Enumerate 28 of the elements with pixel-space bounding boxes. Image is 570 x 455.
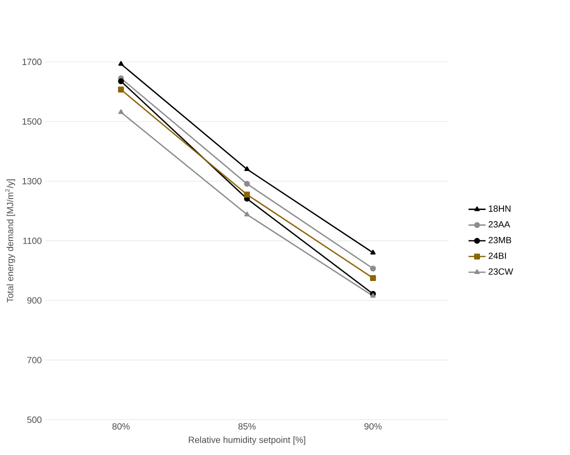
point xyxy=(244,166,250,171)
y-tick-label: 1300 xyxy=(22,178,42,184)
y-tick-label: 1100 xyxy=(23,238,42,244)
point xyxy=(370,266,376,272)
x-axis-title: Relative humidity setpoint [%] xyxy=(188,436,306,445)
legend-label: 18HN xyxy=(488,205,510,212)
legend-label: 23MB xyxy=(488,236,512,244)
legend-label: 23CW xyxy=(488,268,514,275)
x-tick-label: 80% xyxy=(112,423,130,430)
point xyxy=(118,78,124,84)
y-tick-label: 700 xyxy=(27,356,42,364)
y-axis-title: Total energy demand [MJ/m$^{2}$/y] xyxy=(5,179,16,302)
point xyxy=(370,275,376,281)
y-tick-label: 900 xyxy=(27,297,42,304)
y-tick-label: 1500 xyxy=(22,118,42,125)
legend-label: 24BI xyxy=(488,252,506,259)
x-tick-label: 85% xyxy=(238,423,256,430)
point xyxy=(244,180,250,187)
legend-label: 23AA xyxy=(488,221,510,228)
point xyxy=(118,86,124,92)
y-tick-label: 500 xyxy=(27,416,42,423)
point xyxy=(244,192,250,198)
point xyxy=(370,250,376,254)
y-tick-label: 1700 xyxy=(22,58,42,65)
point xyxy=(244,212,250,216)
point xyxy=(118,60,124,66)
point xyxy=(118,109,124,114)
x-tick-label: 90% xyxy=(364,423,382,430)
